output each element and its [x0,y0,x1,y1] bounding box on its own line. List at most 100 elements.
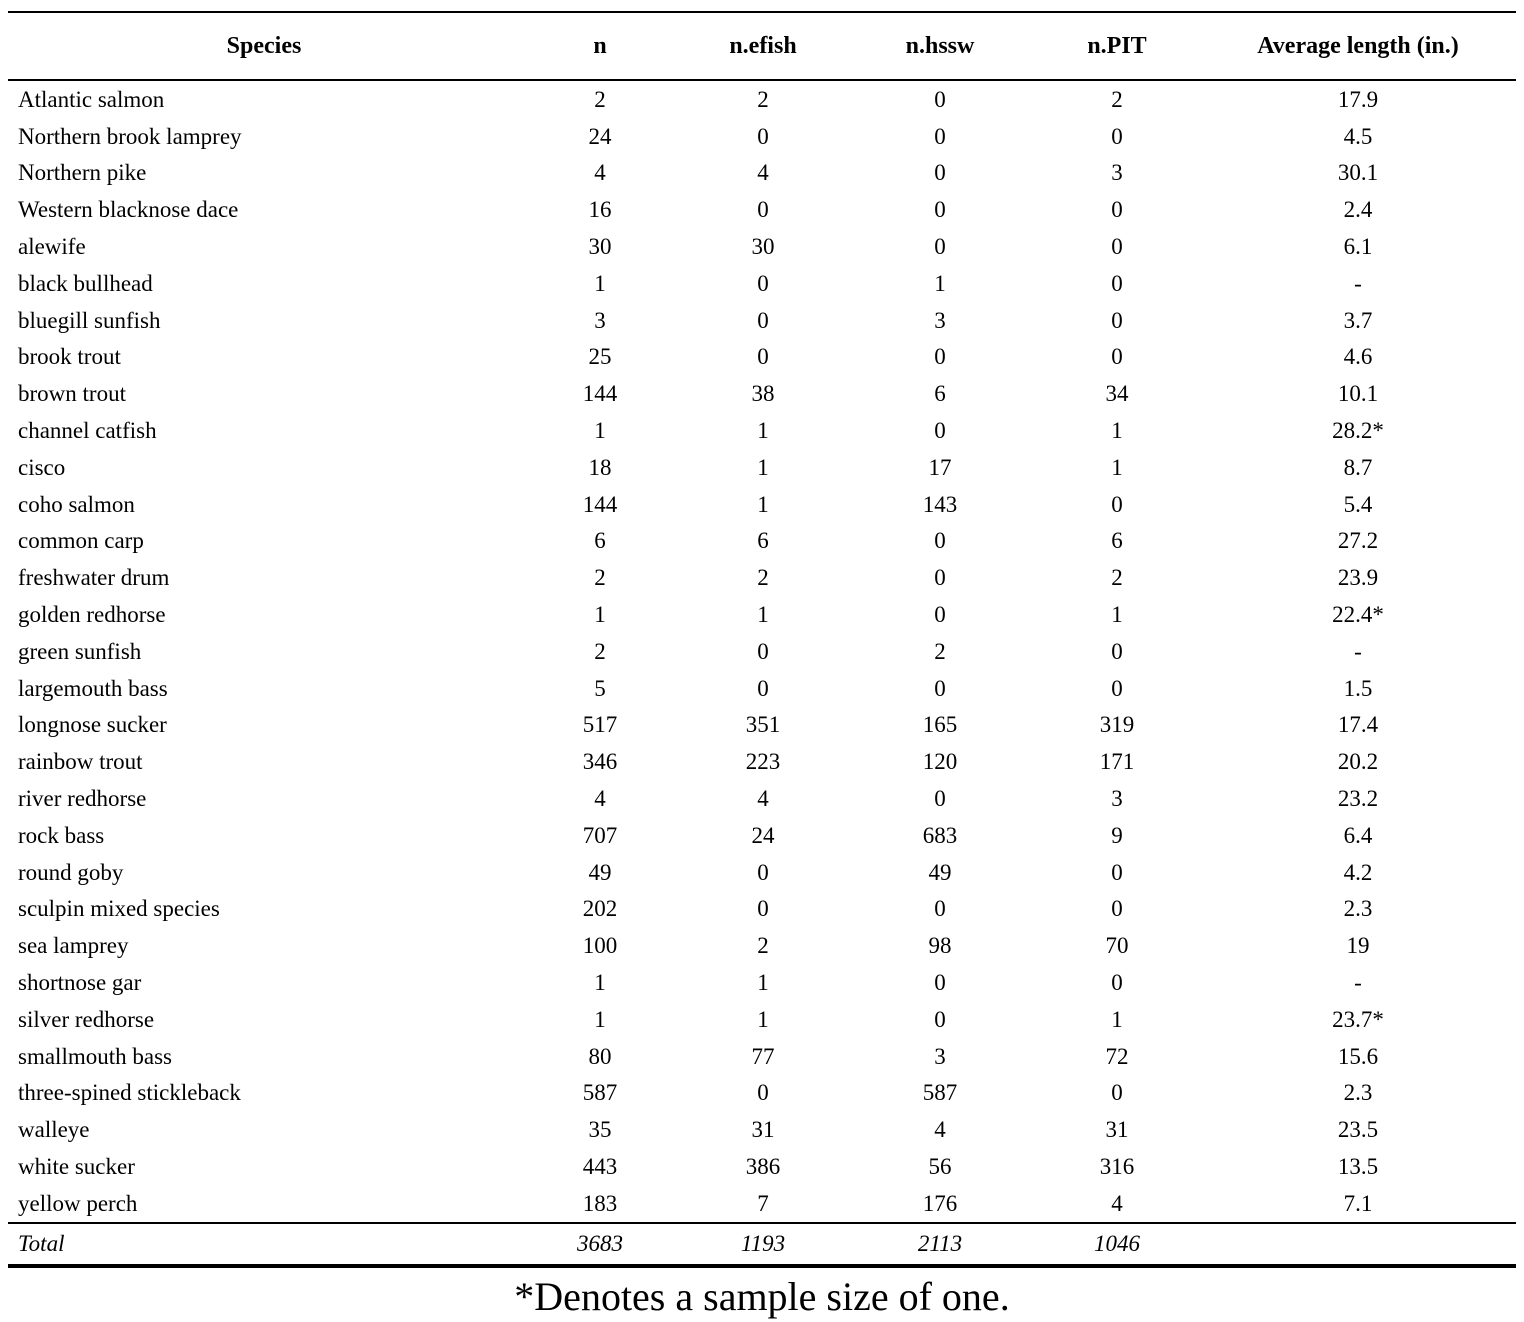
species-cell: bluegill sunfish [18,307,161,333]
species-cell: sculpin mixed species [18,896,220,922]
total-n-efish: 1193 [680,1221,846,1268]
table-row: round goby 49 0 49 0 4.2 [8,854,1516,891]
total-label: Total [8,1221,520,1268]
value-cell: 5.4 [1343,491,1373,517]
value-cell: 0 [1111,675,1123,701]
table-row: sculpin mixed species 202 0 0 0 2.3 [8,891,1516,928]
table-row: longnose sucker 517 351 165 319 17.4 [8,707,1516,744]
total-n-pit: 1046 [1034,1221,1200,1268]
value-cell: 1 [594,418,606,444]
value-cell: 2 [1111,565,1123,591]
value-cell: 0 [757,307,769,333]
value-cell: 0 [757,270,769,296]
value-cell: 31 [1105,1117,1129,1143]
value-cell: 0 [934,123,946,149]
species-cell: brook trout [18,344,121,370]
value-cell: 4 [757,160,769,186]
value-cell: 1 [594,1006,606,1032]
value-cell: 0 [1111,638,1123,664]
total-n-hssw: 2113 [846,1221,1034,1268]
table-row: three-spined stickleback 587 0 587 0 2.3 [8,1075,1516,1112]
fish-sampling-table: Species n n.efish n.hssw n.PIT Average l… [8,11,1516,1268]
value-cell: 3 [1111,160,1123,186]
table-row: largemouth bass 5 0 0 0 1.5 [8,670,1516,707]
table-row: freshwater drum 2 2 0 2 23.9 [8,559,1516,596]
value-cell: 144 [582,381,618,407]
value-cell: 0 [934,86,946,112]
value-cell: 38 [751,381,775,407]
value-cell: - [1354,970,1362,996]
species-cell: three-spined stickleback [18,1080,241,1106]
value-cell: 24 [588,123,612,149]
value-cell: 1 [1111,454,1123,480]
value-cell: 6 [594,528,606,554]
value-cell: 0 [1111,970,1123,996]
value-cell: 17.9 [1337,86,1379,112]
table-row: bluegill sunfish 3 0 3 0 3.7 [8,302,1516,339]
value-cell: 0 [757,344,769,370]
value-cell: 6 [1111,528,1123,554]
value-cell: - [1354,638,1362,664]
value-cell: 0 [757,896,769,922]
table-row: smallmouth bass 80 77 3 72 15.6 [8,1038,1516,1075]
value-cell: 5 [594,675,606,701]
value-cell: 49 [588,859,612,885]
value-cell: 4.6 [1343,344,1373,370]
value-cell: 707 [582,822,618,848]
value-cell: 49 [928,859,952,885]
col-header-n-efish: n.efish [680,11,846,81]
value-cell: 183 [582,1190,618,1216]
value-cell: 4.5 [1343,123,1373,149]
value-cell: 24 [751,822,775,848]
value-cell: 4 [757,786,769,812]
value-cell: 0 [1111,896,1123,922]
value-cell: 1 [757,1006,769,1032]
value-cell: 100 [582,933,618,959]
value-cell: 1 [594,270,606,296]
value-cell: 35 [588,1117,612,1143]
value-cell: 1 [594,602,606,628]
value-cell: 351 [745,712,781,738]
value-cell: 0 [1111,344,1123,370]
table-row: brook trout 25 0 0 0 4.6 [8,339,1516,376]
value-cell: 4 [594,786,606,812]
col-header-species: Species [8,11,520,81]
value-cell: 4 [1111,1190,1123,1216]
value-cell: 2.3 [1343,1080,1373,1106]
species-cell: black bullhead [18,270,153,296]
species-cell: alewife [18,234,86,260]
value-cell: 80 [588,1043,612,1069]
value-cell: 202 [582,896,618,922]
value-cell: 22.4* [1332,602,1384,628]
value-cell: 0 [1111,234,1123,260]
value-cell: 144 [582,491,618,517]
value-cell: 1 [594,970,606,996]
value-cell: 3.7 [1343,307,1373,333]
value-cell: 17.4 [1337,712,1379,738]
value-cell: 34 [1105,381,1129,407]
col-header-avg-length: Average length (in.) [1200,11,1516,81]
table-row: golden redhorse 1 1 0 1 22.4* [8,596,1516,633]
table-row: black bullhead 1 0 1 0 - [8,265,1516,302]
value-cell: 31 [751,1117,775,1143]
species-cell: green sunfish [18,638,142,664]
value-cell: 6.4 [1343,822,1373,848]
value-cell: 0 [757,638,769,664]
value-cell: 223 [745,749,781,775]
table-row: Northern brook lamprey 24 0 0 0 4.5 [8,118,1516,155]
value-cell: 0 [757,859,769,885]
value-cell: 316 [1099,1154,1135,1179]
value-cell: 1 [757,491,769,517]
value-cell: 25 [588,344,612,370]
species-cell: round goby [18,859,124,885]
value-cell: 30 [588,234,612,260]
value-cell: 0 [757,675,769,701]
species-cell: brown trout [18,381,126,407]
value-cell: 1 [934,270,946,296]
value-cell: 0 [757,197,769,223]
value-cell: 1 [757,970,769,996]
table-row: sea lamprey 100 2 98 70 19 [8,927,1516,964]
table-footnote: *Denotes a sample size of one. [514,1273,1010,1319]
value-cell: 1 [1111,602,1123,628]
value-cell: 2.3 [1343,896,1373,922]
